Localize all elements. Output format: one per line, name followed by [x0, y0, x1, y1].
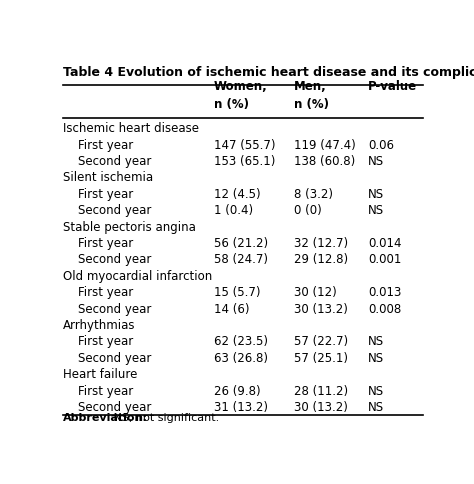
- Text: P-value: P-value: [368, 80, 417, 93]
- Text: Silent ischemia: Silent ischemia: [63, 171, 153, 184]
- Text: n (%): n (%): [294, 98, 329, 111]
- Text: First year: First year: [63, 237, 133, 250]
- Text: 28 (11.2): 28 (11.2): [294, 385, 348, 397]
- Text: 0.008: 0.008: [368, 302, 401, 316]
- Text: 0.013: 0.013: [368, 286, 401, 299]
- Text: Arrhythmias: Arrhythmias: [63, 319, 136, 332]
- Text: 30 (13.2): 30 (13.2): [294, 302, 348, 316]
- Text: 138 (60.8): 138 (60.8): [294, 155, 356, 168]
- Text: NS, not significant.: NS, not significant.: [110, 412, 219, 423]
- Text: Abbreviation:: Abbreviation:: [63, 412, 148, 423]
- Text: 15 (5.7): 15 (5.7): [213, 286, 260, 299]
- Text: NS: NS: [368, 335, 384, 348]
- Text: 12 (4.5): 12 (4.5): [213, 188, 260, 201]
- Text: Ischemic heart disease: Ischemic heart disease: [63, 122, 199, 135]
- Text: NS: NS: [368, 188, 384, 201]
- Text: 0.014: 0.014: [368, 237, 401, 250]
- Text: Second year: Second year: [63, 401, 151, 414]
- Text: 32 (12.7): 32 (12.7): [294, 237, 348, 250]
- Text: NS: NS: [368, 352, 384, 365]
- Text: First year: First year: [63, 335, 133, 348]
- Text: First year: First year: [63, 286, 133, 299]
- Text: Second year: Second year: [63, 155, 151, 168]
- Text: 30 (13.2): 30 (13.2): [294, 401, 348, 414]
- Text: Heart failure: Heart failure: [63, 368, 137, 381]
- Text: n (%): n (%): [213, 98, 248, 111]
- Text: 0.06: 0.06: [368, 138, 394, 151]
- Text: 58 (24.7): 58 (24.7): [213, 253, 267, 266]
- Text: Old myocardial infarction: Old myocardial infarction: [63, 270, 212, 283]
- Text: First year: First year: [63, 138, 133, 151]
- Text: 0.001: 0.001: [368, 253, 401, 266]
- Text: 14 (6): 14 (6): [213, 302, 249, 316]
- Text: 57 (25.1): 57 (25.1): [294, 352, 348, 365]
- Text: NS: NS: [368, 204, 384, 217]
- Text: 1 (0.4): 1 (0.4): [213, 204, 253, 217]
- Text: 31 (13.2): 31 (13.2): [213, 401, 267, 414]
- Text: NS: NS: [368, 401, 384, 414]
- Text: NS: NS: [368, 385, 384, 397]
- Text: Second year: Second year: [63, 302, 151, 316]
- Text: 8 (3.2): 8 (3.2): [294, 188, 333, 201]
- Text: Women,: Women,: [213, 80, 267, 93]
- Text: 63 (26.8): 63 (26.8): [213, 352, 267, 365]
- Text: 147 (55.7): 147 (55.7): [213, 138, 275, 151]
- Text: NS: NS: [368, 155, 384, 168]
- Text: Second year: Second year: [63, 253, 151, 266]
- Text: 29 (12.8): 29 (12.8): [294, 253, 348, 266]
- Text: 119 (47.4): 119 (47.4): [294, 138, 356, 151]
- Text: Second year: Second year: [63, 204, 151, 217]
- Text: Second year: Second year: [63, 352, 151, 365]
- Text: 0 (0): 0 (0): [294, 204, 322, 217]
- Text: 30 (12): 30 (12): [294, 286, 337, 299]
- Text: Table 4 Evolution of ischemic heart disease and its complications: Table 4 Evolution of ischemic heart dise…: [63, 66, 474, 79]
- Text: Men,: Men,: [294, 80, 327, 93]
- Text: 56 (21.2): 56 (21.2): [213, 237, 268, 250]
- Text: 62 (23.5): 62 (23.5): [213, 335, 267, 348]
- Text: First year: First year: [63, 188, 133, 201]
- Text: Stable pectoris angina: Stable pectoris angina: [63, 221, 196, 234]
- Text: 57 (22.7): 57 (22.7): [294, 335, 348, 348]
- Text: 153 (65.1): 153 (65.1): [213, 155, 275, 168]
- Text: 26 (9.8): 26 (9.8): [213, 385, 260, 397]
- Text: First year: First year: [63, 385, 133, 397]
